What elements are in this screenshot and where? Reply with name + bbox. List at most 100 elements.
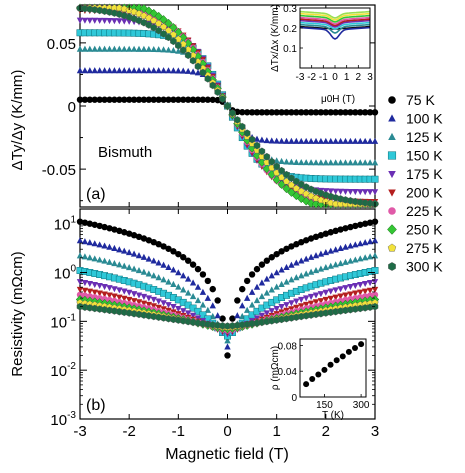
panel-b-point bbox=[86, 288, 94, 295]
panel-a-point bbox=[337, 137, 344, 144]
panel-a-point bbox=[366, 189, 374, 196]
panel-a-point bbox=[332, 159, 339, 166]
panel-a-point bbox=[332, 109, 339, 116]
panel-b-point bbox=[317, 232, 325, 239]
legend-item: 225 K bbox=[388, 203, 443, 219]
panel-b-point bbox=[307, 293, 315, 300]
panel-b-point bbox=[194, 283, 202, 290]
panel-b-point bbox=[337, 259, 344, 267]
panel-b-point bbox=[165, 263, 172, 271]
panel-a-point bbox=[307, 109, 315, 116]
panel-a-point bbox=[150, 23, 158, 32]
panel-a-point bbox=[342, 137, 349, 144]
panel-b-point bbox=[307, 235, 315, 242]
panel-b-point bbox=[130, 265, 138, 272]
inset-a-xlabel: μ0H (T) bbox=[321, 94, 355, 105]
panel-a-point bbox=[120, 11, 128, 20]
panel-b-point bbox=[268, 272, 275, 279]
panel-a-point bbox=[253, 135, 261, 142]
panel-a-point bbox=[332, 193, 339, 202]
panel-b-point bbox=[145, 295, 153, 302]
inset-b-point bbox=[352, 345, 358, 352]
panel-a-point bbox=[170, 47, 177, 54]
panel-b-ytick-label: 100 bbox=[54, 264, 77, 283]
panel-a-point bbox=[179, 46, 187, 55]
panel-a-point bbox=[140, 96, 148, 103]
panel-b-point bbox=[278, 248, 285, 255]
inset-b-point bbox=[309, 375, 316, 382]
panel-b-point bbox=[352, 241, 359, 248]
panel-b-point bbox=[278, 280, 285, 287]
panel-a-point bbox=[96, 45, 103, 52]
panel-b-point bbox=[140, 293, 148, 300]
panel-a-point bbox=[91, 67, 98, 74]
panel-a-point bbox=[125, 96, 133, 103]
panel-b-point bbox=[125, 296, 133, 303]
panel-b-point bbox=[170, 248, 177, 255]
panel-b-point bbox=[347, 242, 354, 249]
panel-b-point bbox=[204, 306, 212, 313]
panel-b-point bbox=[184, 275, 192, 282]
panel-a-point bbox=[175, 67, 182, 74]
panel-a-point bbox=[140, 45, 148, 52]
panel-a-point bbox=[145, 21, 153, 29]
panel-b-point bbox=[130, 291, 138, 298]
panel-b-point bbox=[371, 267, 379, 274]
panel-a-point bbox=[165, 67, 172, 74]
panel-a-point bbox=[101, 67, 108, 74]
panel-b-point bbox=[91, 255, 98, 262]
panel-a-point bbox=[209, 81, 217, 90]
panel-b-ytick-exponent: -3 bbox=[67, 410, 76, 421]
panel-b-point bbox=[96, 222, 103, 230]
panel-b-point bbox=[209, 302, 216, 309]
legend-item: 275 K bbox=[387, 240, 443, 256]
panel-b-marks bbox=[75, 218, 380, 359]
inset-b-axes: 150 300 0 0.04 0.08 bbox=[278, 341, 370, 411]
panel-b-point bbox=[293, 259, 300, 266]
panel-a-point bbox=[184, 96, 192, 103]
panel-b-point bbox=[165, 278, 172, 285]
panel-b-point bbox=[357, 255, 364, 262]
panel-a-point bbox=[278, 166, 285, 175]
panel-a-point bbox=[160, 67, 167, 74]
inset-b-xlabel: T (K) bbox=[322, 410, 344, 421]
panel-b-point bbox=[121, 229, 128, 236]
inset-a-xtick-label: 0 bbox=[332, 72, 338, 83]
panel-b-point bbox=[86, 254, 94, 261]
panel-a-point bbox=[101, 45, 108, 52]
panel-b-ytick-exponent: -1 bbox=[67, 312, 76, 323]
panel-b-point bbox=[263, 310, 271, 317]
legend-marker bbox=[388, 262, 396, 271]
panel-a-point bbox=[125, 45, 133, 52]
panel-a-point bbox=[234, 116, 241, 124]
panel-b-point bbox=[135, 233, 143, 241]
panel-a-point bbox=[175, 47, 182, 54]
panel-a-point bbox=[135, 96, 143, 103]
panel-a-point bbox=[273, 109, 280, 116]
panel-b-point bbox=[150, 238, 157, 246]
panel-b-point bbox=[342, 258, 349, 265]
panel-b-point bbox=[278, 303, 285, 311]
panel-b-point bbox=[135, 292, 143, 299]
panel-a-point bbox=[214, 96, 221, 104]
panel-a-point bbox=[86, 67, 94, 74]
panel-b-point bbox=[160, 300, 167, 307]
panel-b-point bbox=[283, 245, 290, 252]
panel-b-point bbox=[312, 292, 320, 299]
panel-b-label: (b) bbox=[86, 397, 106, 414]
inset-a-marks bbox=[299, 10, 371, 40]
panel-a-point bbox=[150, 16, 158, 24]
panel-a-point bbox=[145, 67, 153, 74]
panel-b-point bbox=[288, 261, 295, 268]
panel-b-point bbox=[140, 300, 148, 307]
panel-b-point bbox=[347, 291, 354, 298]
panel-a-point bbox=[332, 188, 339, 195]
panel-a-point bbox=[302, 137, 310, 144]
panel-b-point bbox=[111, 259, 118, 267]
panel-b-point bbox=[184, 257, 192, 264]
panel-a-point bbox=[155, 96, 162, 103]
panel-a-point bbox=[292, 184, 300, 192]
panel-a-point bbox=[302, 159, 310, 166]
panel-b-point bbox=[371, 279, 379, 286]
panel-a-point bbox=[322, 159, 330, 166]
